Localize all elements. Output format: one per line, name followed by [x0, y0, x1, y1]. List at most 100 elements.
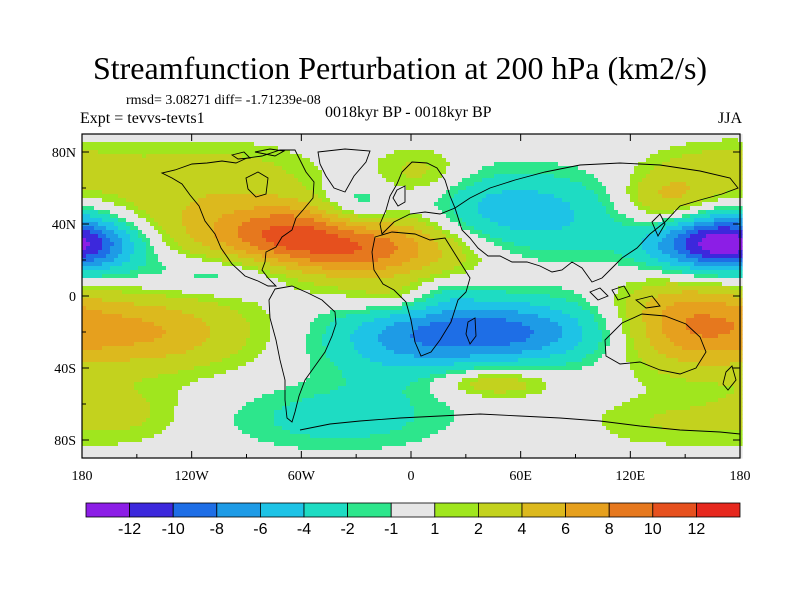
field-cell	[146, 214, 151, 219]
field-cell	[106, 258, 111, 263]
field-cell	[190, 218, 195, 223]
field-cell	[162, 446, 167, 451]
field-cell	[286, 386, 291, 391]
field-cell	[262, 238, 267, 243]
field-cell	[202, 390, 207, 395]
field-cell	[326, 322, 331, 327]
field-cell	[182, 258, 187, 263]
field-cell	[226, 286, 231, 291]
field-cell	[250, 274, 255, 279]
field-cell	[274, 410, 279, 415]
field-cell	[278, 218, 283, 223]
field-cell	[154, 226, 159, 231]
field-cell	[214, 426, 219, 431]
field-cell	[206, 406, 211, 411]
field-cell	[118, 374, 123, 379]
field-cell	[118, 162, 123, 167]
field-cell	[182, 358, 187, 363]
field-cell	[254, 354, 259, 359]
field-cell	[94, 150, 99, 155]
field-cell	[286, 374, 291, 379]
field-cell	[146, 338, 151, 343]
field-cell	[222, 398, 227, 403]
field-cell	[262, 266, 267, 271]
field-cell	[170, 198, 175, 203]
field-cell	[98, 378, 103, 383]
field-cell	[310, 138, 315, 143]
field-cell	[226, 438, 231, 443]
field-cell	[94, 446, 99, 451]
field-cell	[158, 322, 163, 327]
field-cell	[278, 370, 283, 375]
field-cell	[126, 210, 131, 215]
field-cell	[230, 234, 235, 239]
field-cell	[278, 382, 283, 387]
field-cell	[114, 274, 119, 279]
field-cell	[294, 350, 299, 355]
field-cell	[226, 202, 231, 207]
field-cell	[314, 262, 319, 267]
field-cell	[234, 258, 239, 263]
field-cell	[314, 382, 319, 387]
field-cell	[302, 258, 307, 263]
field-cell	[166, 162, 171, 167]
field-cell	[290, 190, 295, 195]
field-cell	[130, 246, 135, 251]
field-cell	[294, 258, 299, 263]
field-cell	[170, 334, 175, 339]
field-cell	[170, 162, 175, 167]
field-cell	[286, 366, 291, 371]
field-cell	[270, 450, 275, 455]
field-cell	[170, 254, 175, 259]
field-cell	[206, 178, 211, 183]
field-cell	[190, 374, 195, 379]
field-cell	[282, 254, 287, 259]
field-cell	[314, 134, 319, 139]
field-cell	[118, 146, 123, 151]
field-cell	[246, 342, 251, 347]
field-cell	[118, 454, 123, 459]
field-cell	[146, 422, 151, 427]
field-cell	[166, 410, 171, 415]
field-cell	[194, 182, 199, 187]
field-cell	[198, 406, 203, 411]
field-cell	[226, 166, 231, 171]
field-cell	[210, 218, 215, 223]
field-cell	[262, 270, 267, 275]
field-cell	[214, 422, 219, 427]
field-cell	[254, 142, 259, 147]
field-cell	[282, 338, 287, 343]
field-cell	[262, 198, 267, 203]
field-cell	[298, 234, 303, 239]
field-cell	[274, 322, 279, 327]
field-cell	[278, 270, 283, 275]
field-cell	[246, 426, 251, 431]
field-cell	[166, 194, 171, 199]
field-cell	[234, 270, 239, 275]
field-cell	[178, 286, 183, 291]
field-cell	[126, 346, 131, 351]
field-cell	[110, 418, 115, 423]
field-cell	[230, 158, 235, 163]
field-cell	[286, 390, 291, 395]
field-cell	[198, 374, 203, 379]
field-cell	[246, 446, 251, 451]
field-cell	[114, 406, 119, 411]
field-cell	[158, 438, 163, 443]
field-cell	[226, 422, 231, 427]
field-cell	[214, 446, 219, 451]
field-cell	[278, 302, 283, 307]
field-cell	[274, 170, 279, 175]
field-cell	[182, 414, 187, 419]
field-cell	[98, 306, 103, 311]
field-cell	[286, 166, 291, 171]
field-cell	[286, 198, 291, 203]
field-cell	[326, 214, 331, 219]
field-cell	[222, 214, 227, 219]
field-cell	[118, 350, 123, 355]
field-cell	[102, 402, 107, 407]
field-cell	[246, 350, 251, 355]
field-cell	[194, 334, 199, 339]
field-cell	[290, 310, 295, 315]
field-cell	[322, 426, 327, 431]
